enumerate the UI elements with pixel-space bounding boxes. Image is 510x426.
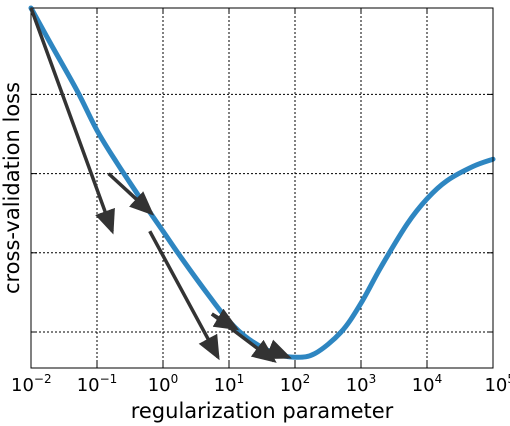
plot-frame [30, 7, 494, 369]
series-group [28, 5, 496, 360]
descent-arrows [29, 7, 292, 363]
x-tick-label: 105 [484, 372, 510, 396]
loss-curve [28, 5, 496, 360]
ticks [30, 8, 494, 368]
x-tick-label: 101 [214, 372, 245, 396]
y-axis-label: cross-validation loss [0, 82, 24, 294]
descent-arrow [148, 230, 220, 361]
x-tick-labels: 10−2 10−1 100 101 102 103 104 105 [11, 372, 510, 396]
x-tick-label: 10−2 [11, 372, 52, 396]
x-tick-label: 103 [346, 372, 377, 396]
descent-arrow [210, 312, 277, 363]
x-tick-label: 10−1 [77, 372, 118, 396]
descent-arrow [107, 172, 155, 216]
x-tick-label: 102 [280, 372, 311, 396]
x-tick-label: 100 [148, 372, 179, 396]
descent-arrow [29, 7, 115, 235]
descent-arrow [265, 339, 292, 360]
grid [30, 8, 494, 368]
x-tick-label: 104 [412, 372, 443, 396]
x-axis-label: regularization parameter [131, 399, 394, 423]
